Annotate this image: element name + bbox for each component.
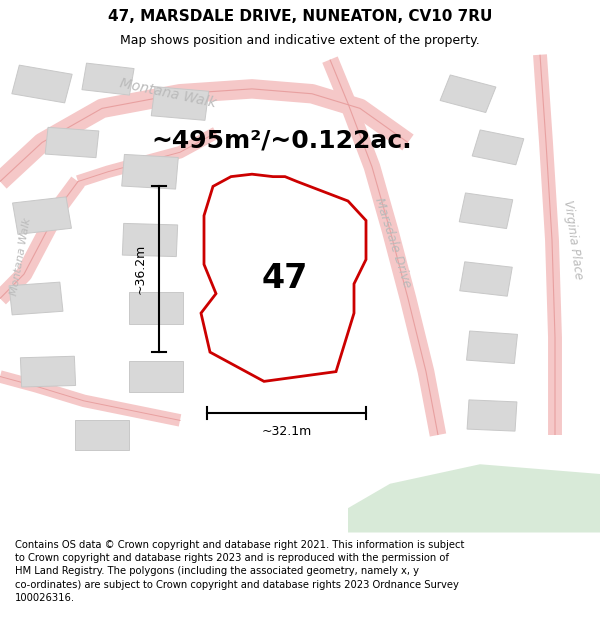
Polygon shape [460,262,512,296]
Polygon shape [467,400,517,431]
Text: Montana Walk: Montana Walk [9,217,33,297]
Text: Map shows position and indicative extent of the property.: Map shows position and indicative extent… [120,34,480,47]
Polygon shape [75,421,129,449]
Polygon shape [9,282,63,315]
Polygon shape [122,154,178,189]
Polygon shape [13,197,71,234]
Polygon shape [45,127,99,158]
Text: Montana Walk: Montana Walk [118,77,218,111]
Polygon shape [348,464,600,532]
Text: 47, MARSDALE DRIVE, NUNEATON, CV10 7RU: 47, MARSDALE DRIVE, NUNEATON, CV10 7RU [108,9,492,24]
Polygon shape [20,356,76,387]
Text: ~36.2m: ~36.2m [133,244,146,294]
Polygon shape [122,223,178,257]
Polygon shape [129,292,183,324]
Polygon shape [201,174,366,381]
Text: Virginia Place: Virginia Place [561,199,585,281]
Polygon shape [440,75,496,112]
Polygon shape [82,63,134,95]
Text: Contains OS data © Crown copyright and database right 2021. This information is : Contains OS data © Crown copyright and d… [15,540,464,602]
Text: ~32.1m: ~32.1m [262,425,311,438]
Polygon shape [472,130,524,165]
Text: 47: 47 [262,262,308,296]
Polygon shape [467,331,517,364]
Text: ~495m²/~0.122ac.: ~495m²/~0.122ac. [152,128,412,152]
Polygon shape [151,87,209,121]
Polygon shape [129,361,183,392]
Polygon shape [459,193,513,229]
Polygon shape [12,65,72,103]
Text: Marsdale Drive: Marsdale Drive [372,196,414,289]
